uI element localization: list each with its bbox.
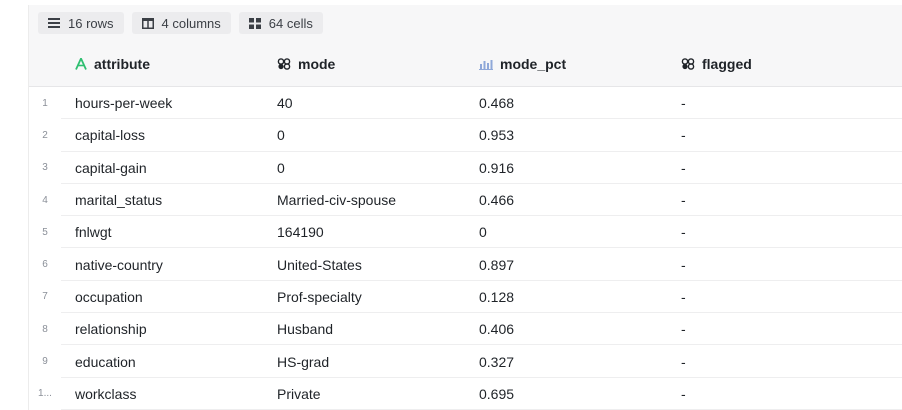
table-row[interactable]: 5 fnlwgt 164190 0 - bbox=[29, 216, 902, 249]
rows-count-chip[interactable]: 16 rows bbox=[38, 12, 124, 34]
mode-cell[interactable]: 164190 bbox=[277, 224, 324, 241]
column-header-mode-pct[interactable]: mode_pct bbox=[479, 41, 566, 86]
categorical-icon bbox=[277, 57, 291, 70]
table-row[interactable]: 2 capital-loss 0 0.953 - bbox=[29, 119, 902, 152]
row-index: 4 bbox=[42, 194, 48, 206]
mode-pct-cell[interactable]: 0.953 bbox=[479, 127, 515, 144]
attribute-cell[interactable]: workclass bbox=[75, 385, 137, 402]
row-divider bbox=[61, 279, 902, 281]
flagged-cell[interactable]: - bbox=[681, 288, 686, 305]
row-divider bbox=[61, 344, 902, 346]
column-header-label: mode_pct bbox=[500, 55, 567, 72]
flagged-cell[interactable]: - bbox=[681, 353, 686, 370]
row-index: 1 bbox=[42, 97, 48, 109]
columns-icon bbox=[141, 17, 154, 29]
mode-pct-cell[interactable]: 0.466 bbox=[479, 192, 515, 209]
row-divider bbox=[61, 118, 902, 120]
grid-icon bbox=[248, 17, 261, 29]
mode-pct-cell[interactable]: 0.916 bbox=[479, 159, 515, 176]
row-divider bbox=[61, 408, 902, 410]
table-row[interactable]: 1 hours-per-week 40 0.468 - bbox=[29, 87, 902, 120]
row-index: 3 bbox=[42, 162, 48, 174]
mode-pct-cell[interactable]: 0.406 bbox=[479, 321, 515, 338]
flagged-cell[interactable]: - bbox=[681, 224, 686, 241]
mode-cell[interactable]: Married-civ-spouse bbox=[277, 192, 397, 209]
column-header-label: mode bbox=[298, 55, 336, 72]
column-header-label: flagged bbox=[702, 55, 752, 72]
row-index: 9 bbox=[42, 356, 48, 368]
mode-cell[interactable]: 0 bbox=[277, 159, 285, 176]
table-summary-toolbar: 16 rows 4 columns 64 cells bbox=[29, 5, 902, 41]
table-row[interactable]: 9 education HS-grad 0.327 - bbox=[29, 345, 902, 378]
table-row[interactable]: 3 capital-gain 0 0.916 - bbox=[29, 152, 902, 184]
mode-cell[interactable]: 40 bbox=[277, 95, 293, 112]
row-divider bbox=[61, 182, 902, 184]
flagged-cell[interactable]: - bbox=[681, 95, 686, 112]
mode-pct-cell[interactable]: 0.128 bbox=[479, 288, 515, 305]
table-row[interactable]: 6 native-country United-States 0.897 - bbox=[29, 248, 902, 281]
mode-pct-cell[interactable]: 0.695 bbox=[479, 385, 515, 402]
row-index: 6 bbox=[42, 259, 48, 271]
column-header-attribute[interactable]: attribute bbox=[75, 41, 150, 86]
flagged-cell[interactable]: - bbox=[681, 192, 686, 209]
table-row[interactable]: 8 relationship Husband 0.406 - bbox=[29, 313, 902, 346]
attribute-cell[interactable]: native-country bbox=[75, 256, 163, 273]
column-header-label: attribute bbox=[94, 55, 150, 72]
cells-count-label: 64 cells bbox=[268, 15, 313, 31]
mode-pct-cell[interactable]: 0.468 bbox=[479, 95, 515, 112]
mode-cell[interactable]: HS-grad bbox=[277, 353, 330, 370]
row-index: 2 bbox=[42, 129, 48, 141]
mode-pct-cell[interactable]: 0.327 bbox=[479, 353, 515, 370]
column-header-flagged[interactable]: flagged bbox=[681, 41, 752, 86]
attribute-cell[interactable]: marital_status bbox=[75, 192, 163, 209]
row-index: 7 bbox=[42, 291, 48, 303]
mode-cell[interactable]: Prof-specialty bbox=[277, 288, 362, 305]
attribute-cell[interactable]: relationship bbox=[75, 321, 147, 338]
attribute-cell[interactable]: capital-gain bbox=[75, 159, 147, 176]
attribute-cell[interactable]: fnlwgt bbox=[75, 224, 112, 241]
attribute-cell[interactable]: education bbox=[75, 353, 136, 370]
mode-cell[interactable]: Husband bbox=[277, 321, 334, 338]
attribute-cell[interactable]: hours-per-week bbox=[75, 95, 173, 112]
flagged-cell[interactable]: - bbox=[681, 321, 686, 338]
mode-pct-cell[interactable]: 0 bbox=[479, 224, 487, 241]
flagged-cell[interactable]: - bbox=[681, 127, 686, 144]
categorical-icon bbox=[681, 57, 695, 70]
mode-cell[interactable]: Private bbox=[277, 385, 321, 402]
flagged-cell[interactable]: - bbox=[681, 385, 686, 402]
row-divider bbox=[61, 215, 902, 217]
mode-cell[interactable]: 0 bbox=[277, 127, 285, 144]
columns-count-label: 4 columns bbox=[161, 15, 221, 31]
histogram-icon bbox=[479, 59, 493, 70]
mode-pct-cell[interactable]: 0.897 bbox=[479, 256, 515, 273]
row-divider bbox=[61, 247, 902, 249]
rows-count-label: 16 rows bbox=[68, 15, 114, 31]
text-type-icon bbox=[75, 57, 87, 70]
flagged-cell[interactable]: - bbox=[681, 256, 686, 273]
attribute-cell[interactable]: occupation bbox=[75, 288, 143, 305]
flagged-cell[interactable]: - bbox=[681, 159, 686, 176]
table-row[interactable]: 4 marital_status Married-civ-spouse 0.46… bbox=[29, 184, 902, 217]
row-index: 1... bbox=[38, 388, 52, 400]
cells-count-chip[interactable]: 64 cells bbox=[238, 12, 323, 34]
columns-count-chip[interactable]: 4 columns bbox=[131, 12, 231, 34]
table-row[interactable]: 1... workclass Private 0.695 - bbox=[29, 378, 902, 410]
row-index: 5 bbox=[42, 226, 48, 238]
row-divider bbox=[61, 150, 902, 152]
data-table-viewer: 16 rows 4 columns 64 cells bbox=[28, 5, 902, 410]
row-index: 8 bbox=[42, 323, 48, 335]
row-divider bbox=[61, 376, 902, 378]
attribute-cell[interactable]: capital-loss bbox=[75, 127, 146, 144]
table-body: 1 hours-per-week 40 0.468 - 2 capital-lo… bbox=[29, 87, 902, 410]
list-icon bbox=[48, 18, 60, 28]
column-header-mode[interactable]: mode bbox=[277, 41, 335, 86]
mode-cell[interactable]: United-States bbox=[277, 256, 362, 273]
table-row[interactable]: 7 occupation Prof-specialty 0.128 - bbox=[29, 281, 902, 314]
row-divider bbox=[61, 312, 902, 314]
table-header: attribute mode mode_pct bbox=[29, 41, 902, 87]
